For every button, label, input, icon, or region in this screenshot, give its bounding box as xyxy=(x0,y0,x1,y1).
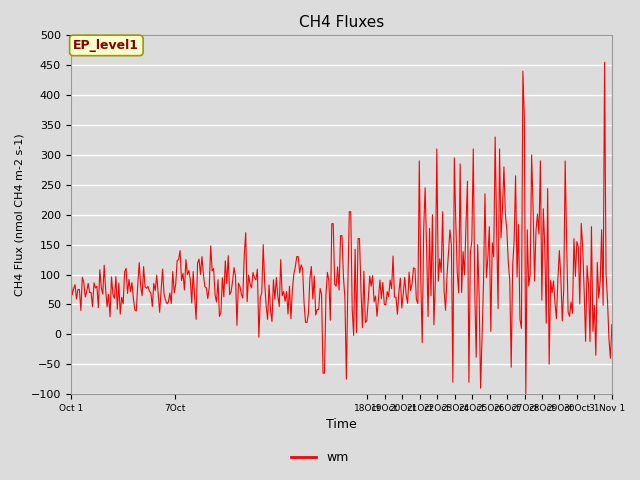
X-axis label: Time: Time xyxy=(326,419,356,432)
Text: EP_level1: EP_level1 xyxy=(74,39,140,52)
Legend: wm: wm xyxy=(286,446,354,469)
Y-axis label: CH4 Flux (nmol CH4 m-2 s-1): CH4 Flux (nmol CH4 m-2 s-1) xyxy=(15,133,25,296)
Title: CH4 Fluxes: CH4 Fluxes xyxy=(299,15,384,30)
